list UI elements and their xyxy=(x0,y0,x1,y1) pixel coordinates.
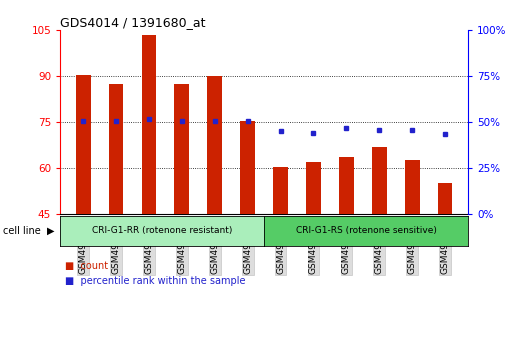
Text: cell line: cell line xyxy=(3,226,40,236)
Bar xyxy=(109,84,123,214)
Bar xyxy=(207,76,222,214)
Text: ▶: ▶ xyxy=(48,226,55,236)
Bar xyxy=(142,35,156,214)
Text: GDS4014 / 1391680_at: GDS4014 / 1391680_at xyxy=(60,16,206,29)
Text: CRI-G1-RS (rotenone sensitive): CRI-G1-RS (rotenone sensitive) xyxy=(295,227,437,235)
Bar xyxy=(405,160,419,214)
Bar xyxy=(273,167,288,214)
Bar xyxy=(175,84,189,214)
Bar xyxy=(306,162,321,214)
Bar xyxy=(339,158,354,214)
Bar xyxy=(372,147,386,214)
Bar xyxy=(240,121,255,214)
Bar xyxy=(438,183,452,214)
Bar xyxy=(76,75,90,214)
Text: ■  percentile rank within the sample: ■ percentile rank within the sample xyxy=(65,276,246,286)
Text: ■  count: ■ count xyxy=(65,261,108,270)
Text: CRI-G1-RR (rotenone resistant): CRI-G1-RR (rotenone resistant) xyxy=(92,227,232,235)
